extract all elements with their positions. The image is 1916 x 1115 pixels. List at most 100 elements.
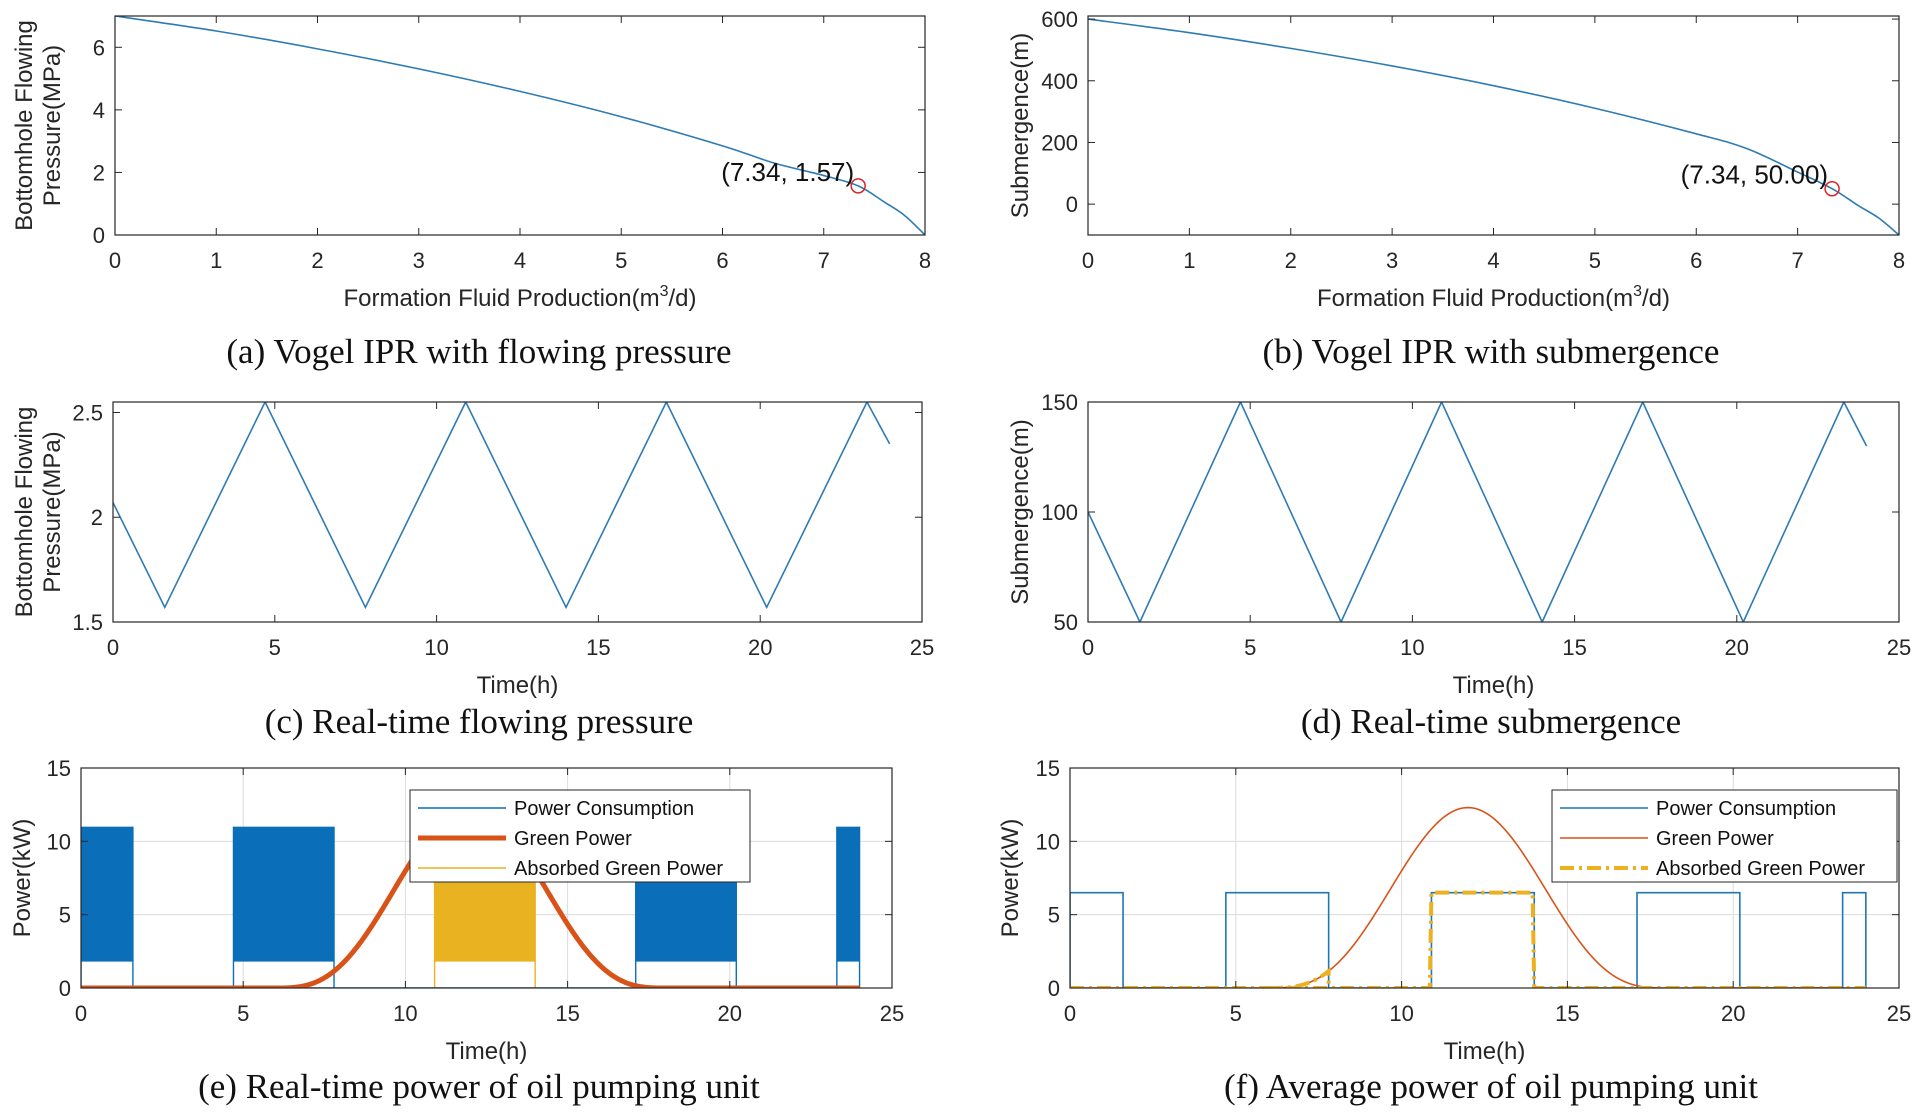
- x-tick-label-c: 10: [424, 635, 448, 660]
- point-label-b: (7.34, 50.00): [1681, 160, 1828, 190]
- y-tick-label-c: 2.5: [72, 400, 103, 425]
- y-tick-label-f: 5: [1048, 903, 1060, 928]
- x-label-main: Time(h): [1453, 672, 1535, 699]
- chart-c: 0 5 10 15 20 25 1.5 2 2.5 Time(h) Bottomhole Flowi…: [11, 400, 934, 699]
- x-tick-label-d: 10: [1400, 635, 1424, 660]
- absorbed-power-line: [1070, 890, 1866, 988]
- x-label-main: Time(h): [446, 1038, 528, 1065]
- green-power-line-f: [1070, 806, 1866, 988]
- x-axis-label-d: Time(h): [1453, 672, 1535, 699]
- x-axis-label-f: Time(h): [1444, 1038, 1526, 1065]
- y-tick-label-a: 4: [93, 98, 105, 123]
- x-tick-label-d: 15: [1562, 635, 1586, 660]
- x-axis-label-e: Time(h): [446, 1038, 528, 1065]
- x-label-sup: 3: [1633, 283, 1642, 300]
- chart-e: 0 5 10 15 20 25 0 5 10 15 Time(h) Power(kW) Power Co…: [9, 756, 904, 1065]
- x-label-end: /d): [669, 285, 697, 312]
- x-tick-label-a: 3: [413, 248, 425, 273]
- x-tick-label-e: 15: [555, 1001, 579, 1026]
- y-tick-label-f: 0: [1048, 976, 1060, 1001]
- y-axis-label-e: Power(kW): [9, 819, 36, 938]
- x-label-main: Formation Fluid Production(m: [1317, 285, 1633, 312]
- power-block-1: [233, 826, 335, 962]
- x-tick-label-d: 20: [1725, 635, 1749, 660]
- plot-b: [1088, 18, 1899, 235]
- x-tick-label-d: 0: [1082, 635, 1094, 660]
- highlight-point-b: [1824, 180, 1840, 197]
- y-axis-label-a: Bottomhole Flowing: [11, 20, 38, 231]
- y-tick-label-e: 5: [59, 903, 71, 928]
- x-tick-label-a: 0: [109, 248, 121, 273]
- chart-d: 0 5 10 15 20 25 50 100 150 Time(h) Submergence(m): [1007, 390, 1911, 699]
- x-tick-label-a: 2: [311, 248, 323, 273]
- caption-f: (f) Average power of oil pumping unit: [1224, 1067, 1758, 1106]
- x-tick-label-b: 1: [1183, 248, 1195, 273]
- plot-area-a: [115, 16, 925, 235]
- plot-area-d: [1088, 402, 1899, 622]
- x-label-main: Time(h): [1444, 1038, 1526, 1065]
- x-tick-label-d: 5: [1244, 635, 1256, 660]
- x-tick-label-e: 25: [880, 1001, 904, 1026]
- x-tick-label-c: 5: [269, 635, 281, 660]
- x-tick-label-a: 1: [210, 248, 222, 273]
- chart-a: (7.34, 1.57) 0 1 2 3 4 5 6 7 8 0 2 4 6 Formation Fluid…: [11, 15, 931, 312]
- x-tick-label-e: 20: [718, 1001, 742, 1026]
- y-tick-label-f: 15: [1036, 756, 1060, 781]
- y-tick-label-e: 0: [59, 976, 71, 1001]
- legend-label-0: Power Consumption: [1656, 798, 1836, 820]
- x-tick-label-f: 5: [1230, 1001, 1242, 1026]
- plot-c: [113, 402, 891, 610]
- y-axis-label-a: Pressure(MPa): [39, 45, 66, 206]
- series-line-b: [1088, 18, 1899, 235]
- x-tick-label-a: 5: [615, 248, 627, 273]
- y-tick-label-c: 2: [91, 505, 103, 530]
- y-tick-label-d: 50: [1054, 610, 1078, 635]
- legend-label-2: Absorbed Green Power: [514, 858, 723, 880]
- y-tick-label-a: 6: [93, 35, 105, 60]
- caption-e: (e) Real-time power of oil pumping unit: [198, 1067, 760, 1106]
- legend-label-2: Absorbed Green Power: [1656, 858, 1865, 880]
- x-tick-label-f: 20: [1721, 1001, 1745, 1026]
- x-axis-label-a: Formation Fluid Production(m3/d): [343, 283, 696, 312]
- y-tick-label-e: 15: [47, 756, 71, 781]
- axes-frame-e: [80, 767, 893, 989]
- x-tick-label-b: 3: [1386, 248, 1398, 273]
- y-tick-label-c: 1.5: [72, 610, 103, 635]
- series-line-d: [1088, 402, 1868, 622]
- y-tick-label-f: 10: [1036, 829, 1060, 854]
- x-tick-label-c: 20: [748, 635, 772, 660]
- x-tick-label-b: 7: [1792, 248, 1804, 273]
- y-tick-label-b: 400: [1041, 69, 1078, 94]
- x-tick-label-d: 25: [1887, 635, 1911, 660]
- y-tick-label-d: 150: [1041, 390, 1078, 415]
- x-tick-label-b: 5: [1589, 248, 1601, 273]
- x-tick-label-e: 5: [237, 1001, 249, 1026]
- x-tick-label-a: 7: [818, 248, 830, 273]
- y-axis-label-b: Submergence(m): [1007, 33, 1034, 218]
- x-tick-label-c: 25: [910, 635, 934, 660]
- x-axis-label-b: Formation Fluid Production(m3/d): [1317, 283, 1670, 312]
- plot-area-c: [113, 402, 922, 622]
- y-tick-label-a: 2: [93, 160, 105, 185]
- x-tick-label-b: 4: [1487, 248, 1499, 273]
- caption-d: (d) Real-time submergence: [1300, 702, 1682, 741]
- caption-b: (b) Vogel IPR with submergence: [1262, 332, 1720, 371]
- x-label-main: Formation Fluid Production(m: [343, 285, 659, 312]
- legend-f: [1551, 789, 1898, 883]
- x-tick-label-f: 0: [1064, 1001, 1076, 1026]
- axes-frame-c: [112, 401, 923, 623]
- y-tick-label-b: 200: [1041, 130, 1078, 155]
- legend-label-1: Green Power: [1656, 828, 1774, 850]
- x-tick-label-e: 0: [75, 1001, 87, 1026]
- plot-area-b: [1088, 16, 1899, 235]
- y-tick-label-e: 10: [47, 829, 71, 854]
- x-tick-label-f: 10: [1389, 1001, 1413, 1026]
- y-axis-label-c: Pressure(MPa): [39, 431, 66, 592]
- y-axis-label-d: Submergence(m): [1007, 419, 1034, 604]
- series-line-a: [115, 16, 925, 235]
- plot-a: [115, 16, 925, 235]
- x-label-end: /d): [1642, 285, 1670, 312]
- x-tick-label-a: 4: [514, 248, 526, 273]
- x-tick-label-a: 6: [716, 248, 728, 273]
- caption-a: (a) Vogel IPR with flowing pressure: [226, 332, 732, 371]
